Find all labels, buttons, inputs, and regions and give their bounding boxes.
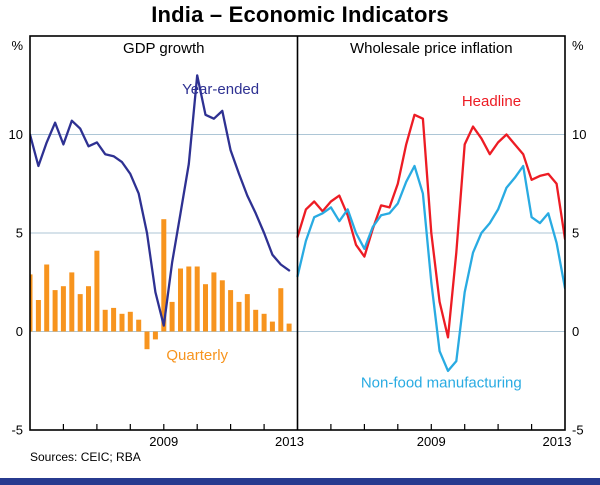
bar-series-quarterly: [30, 219, 292, 350]
series-label-year-ended: Year-ended: [182, 81, 259, 98]
bar-quarterly: [35, 300, 41, 332]
bar-quarterly: [119, 313, 125, 332]
bar-quarterly: [161, 219, 167, 332]
y-tick-label-right: 5: [572, 226, 579, 241]
bar-quarterly: [127, 311, 133, 332]
y-tick-label-right: 0: [572, 324, 579, 339]
bar-quarterly: [194, 266, 200, 332]
bar-quarterly: [203, 284, 208, 332]
bar-quarterly: [94, 250, 100, 332]
line-non-food-manufacturing: [296, 164, 565, 373]
bar-quarterly: [286, 323, 292, 332]
bar-quarterly: [169, 301, 175, 332]
bar-quarterly: [30, 274, 33, 332]
line-headline: [296, 113, 565, 339]
y-tick-label-left: 5: [16, 226, 23, 241]
panel-title-gdp-growth: GDP growth: [123, 40, 204, 57]
bar-quarterly: [269, 321, 275, 332]
series-label-quarterly: Quarterly: [166, 347, 228, 364]
x-tick-label: 2013: [275, 434, 304, 449]
y-tick-label-left: -5: [11, 423, 23, 438]
bar-quarterly: [219, 280, 225, 332]
bar-quarterly: [136, 319, 142, 332]
panel-title-wholesale-price-inflation: Wholesale price inflation: [350, 40, 513, 57]
y-tick-label-right: 10: [572, 127, 586, 142]
x-tick-label: 2013: [543, 434, 572, 449]
bar-quarterly: [102, 309, 108, 332]
line-year-ended: [30, 74, 291, 327]
y-axis-unit-left: %: [11, 38, 23, 53]
bar-quarterly: [228, 290, 234, 332]
y-tick-label-right: -5: [572, 423, 584, 438]
bar-quarterly: [69, 272, 75, 332]
bar-quarterly: [111, 307, 117, 332]
bar-quarterly: [244, 294, 250, 332]
bar-quarterly: [261, 313, 267, 332]
bar-quarterly: [211, 272, 217, 332]
bar-quarterly: [52, 290, 58, 332]
bar-quarterly: [278, 288, 284, 332]
bar-quarterly: [44, 264, 50, 332]
sources-note: Sources: CEIC; RBA: [30, 450, 141, 464]
x-tick-label: 2009: [417, 434, 446, 449]
series-label-headline: Headline: [462, 93, 521, 110]
bar-quarterly: [144, 331, 150, 350]
bottom-bar: [0, 478, 600, 485]
bar-quarterly: [86, 286, 91, 332]
series-label-non-food-manufacturing: Non-food manufacturing: [361, 375, 522, 392]
y-axis-unit-right: %: [572, 38, 584, 53]
bar-quarterly: [236, 301, 242, 332]
bar-quarterly: [152, 331, 158, 340]
bar-quarterly: [186, 266, 192, 332]
bar-quarterly: [77, 294, 83, 332]
y-tick-label-left: 10: [9, 127, 23, 142]
chart-title: India – Economic Indicators: [151, 2, 449, 27]
bar-quarterly: [253, 309, 259, 332]
bar-quarterly: [60, 286, 66, 332]
y-tick-label-left: 0: [16, 324, 23, 339]
bar-quarterly: [178, 268, 183, 332]
x-tick-label: 2009: [149, 434, 178, 449]
